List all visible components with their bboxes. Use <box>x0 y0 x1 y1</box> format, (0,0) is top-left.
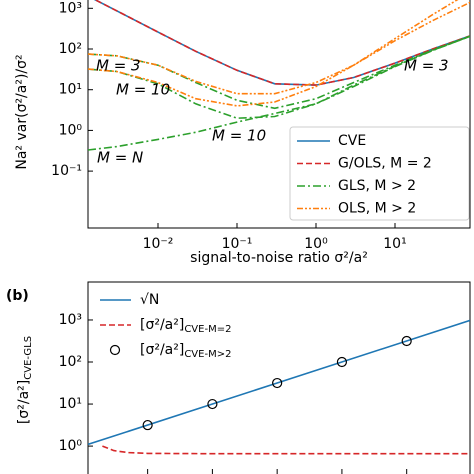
y-tick-label: 10⁰ <box>59 122 83 138</box>
y-tick-label: 10¹ <box>59 82 82 98</box>
marker <box>336 356 348 368</box>
plot-frame <box>87 281 471 474</box>
y-tick-label: 10⁰ <box>59 438 83 454</box>
data-line <box>88 0 459 107</box>
legend-label-sub: CVE-M=2 <box>184 324 231 335</box>
y-tick-label: 10² <box>59 41 82 57</box>
plot-area <box>88 319 470 455</box>
y-tick-label: 10³ <box>59 0 82 16</box>
marker <box>207 398 218 410</box>
y-axis-label: [σ²/a²]CVE-GLS <box>16 336 34 424</box>
curve-label: M = N <box>97 149 143 167</box>
x-axis-label: signal-to-noise ratio σ²/a² <box>190 250 368 266</box>
panel-label: (b) <box>6 288 29 304</box>
legend-label-main: [σ²/a²] <box>140 317 184 333</box>
legend-label-sub: CVE-M>2 <box>184 349 231 360</box>
y-axis-label-sub: CVE-GLS <box>23 336 34 380</box>
curve-label: M = 3 <box>96 57 141 75</box>
x-tick-label: 10⁻² <box>143 236 174 252</box>
legend-box <box>289 126 470 221</box>
data-line <box>102 445 470 455</box>
legend-label: [σ²/a²]CVE-M=2 <box>140 317 231 335</box>
y-axis-label-main: [σ²/a²] <box>16 380 32 424</box>
legend-label: G/OLS, M = 2 <box>338 156 432 172</box>
marker <box>142 419 153 431</box>
legend-label: OLS, M > 2 <box>338 201 416 217</box>
legend-label: CVE <box>338 133 366 149</box>
legend-label: √N <box>140 292 159 308</box>
legend-label-main: [σ²/a²] <box>140 342 184 358</box>
curve-label: M = 3 <box>404 57 449 75</box>
y-tick-label: 10³ <box>59 312 82 328</box>
legend-label: GLS, M > 2 <box>338 178 416 194</box>
data-line <box>88 1 470 95</box>
y-axis-label: Na² var(σ²/a²)/σ² <box>14 54 30 169</box>
y-tick-label: 10⁻¹ <box>51 163 82 179</box>
data-line <box>93 0 470 86</box>
legend-marker <box>109 344 121 356</box>
marker <box>401 335 412 347</box>
legend-label-main: √N <box>140 292 159 308</box>
x-tick-label: 10¹ <box>383 236 406 252</box>
plot-area <box>88 0 470 151</box>
y-tick-label: 10² <box>59 354 82 370</box>
x-tick-label: 10⁰ <box>304 236 328 252</box>
curve-label: M = 10 <box>116 81 170 99</box>
data-line <box>88 35 470 120</box>
plot-frame <box>87 0 471 229</box>
legend-label: [σ²/a²]CVE-M>2 <box>140 342 231 360</box>
x-tick-label: 10⁻¹ <box>222 236 253 252</box>
curve-label: M = 10 <box>212 127 266 145</box>
marker <box>272 377 283 389</box>
data-line <box>88 319 470 446</box>
y-tick-label: 10¹ <box>59 396 82 412</box>
